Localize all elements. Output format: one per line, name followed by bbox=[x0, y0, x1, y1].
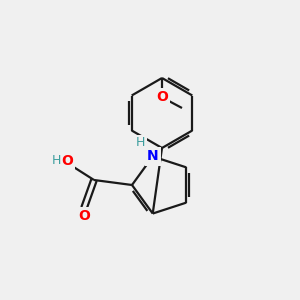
Text: O: O bbox=[78, 209, 90, 223]
Text: H: H bbox=[136, 136, 146, 149]
Text: H: H bbox=[51, 154, 61, 167]
Text: O: O bbox=[156, 90, 168, 104]
Text: O: O bbox=[61, 154, 73, 168]
Text: N: N bbox=[147, 149, 158, 164]
